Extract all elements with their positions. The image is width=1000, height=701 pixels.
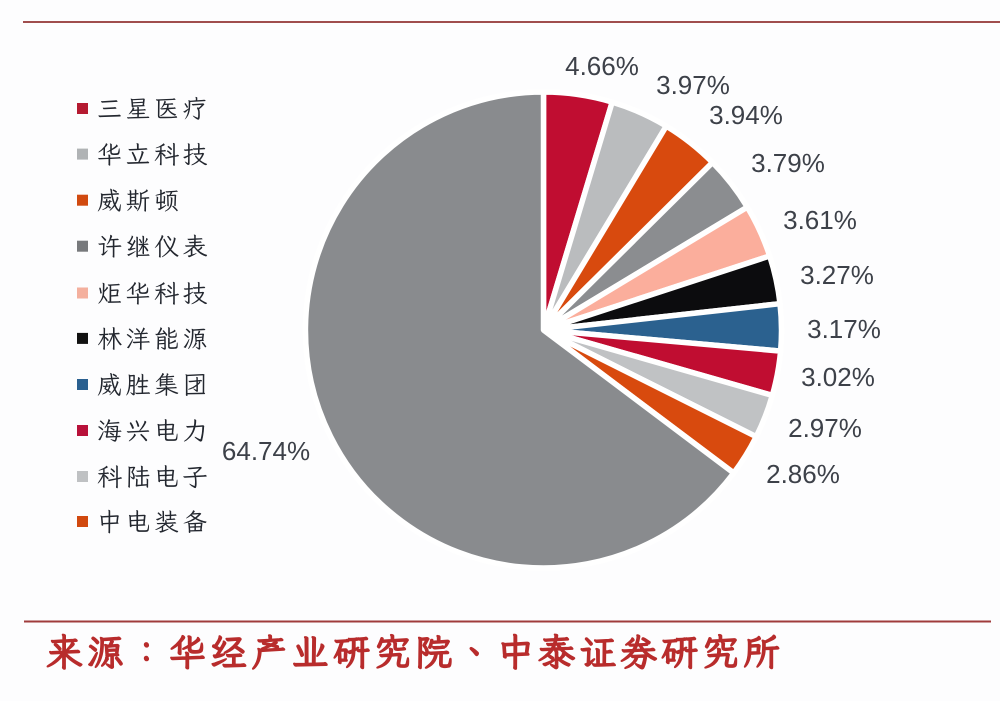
svg-text:3.61%: 3.61% — [783, 205, 857, 235]
svg-text:3.94%: 3.94% — [709, 100, 783, 130]
svg-text:64.74%: 64.74% — [222, 436, 310, 466]
svg-text:3.97%: 3.97% — [656, 70, 730, 100]
svg-text:3.79%: 3.79% — [751, 148, 825, 178]
svg-text:2.86%: 2.86% — [766, 459, 840, 489]
svg-text:4.66%: 4.66% — [565, 51, 639, 81]
svg-text:3.27%: 3.27% — [800, 260, 874, 290]
svg-text:3.17%: 3.17% — [807, 314, 881, 344]
svg-text:3.02%: 3.02% — [801, 362, 875, 392]
svg-text:2.97%: 2.97% — [788, 413, 862, 443]
